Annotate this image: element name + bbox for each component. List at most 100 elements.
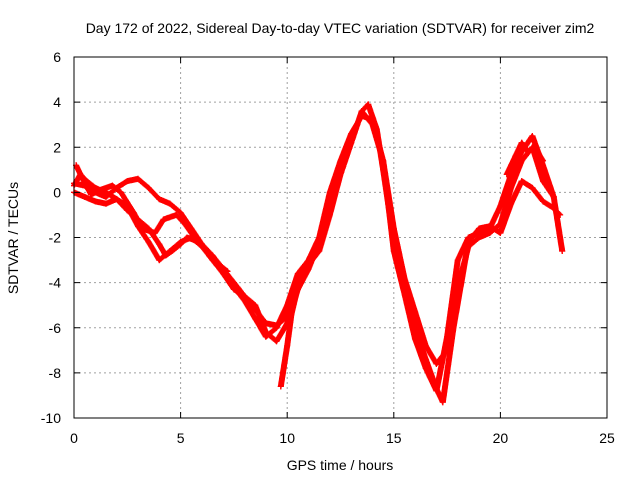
data-point — [439, 399, 446, 406]
data-point — [503, 171, 510, 178]
data-point — [380, 157, 387, 164]
data-point — [79, 175, 86, 182]
data-point — [273, 324, 280, 331]
data-point — [497, 229, 504, 236]
y-tick-label: 6 — [53, 49, 61, 65]
data-point — [134, 175, 141, 182]
data-point — [497, 202, 504, 209]
x-tick-label: 20 — [493, 430, 509, 446]
data-point — [476, 229, 483, 236]
data-point — [279, 369, 286, 376]
data-point — [113, 196, 120, 203]
x-axis-label: GPS time / hours — [287, 457, 394, 473]
data-point — [529, 184, 536, 191]
data-point — [139, 225, 146, 232]
data-point — [412, 336, 419, 343]
data-point — [166, 248, 173, 255]
data-point — [96, 187, 103, 194]
series-track-3 — [71, 108, 566, 394]
data-point — [433, 387, 440, 394]
data-point — [160, 216, 167, 223]
y-tick-label: 0 — [53, 184, 61, 200]
x-tick-label: 15 — [386, 430, 402, 446]
data-point — [145, 239, 152, 246]
data-point — [194, 239, 201, 246]
data-point — [284, 302, 291, 309]
series-markers — [73, 162, 231, 275]
data-point — [316, 239, 323, 246]
grid — [74, 57, 607, 418]
data-point — [540, 178, 547, 185]
data-point — [173, 211, 180, 218]
data-point — [277, 383, 284, 390]
data-point — [559, 248, 566, 255]
data-point — [92, 198, 99, 205]
data-point — [102, 200, 109, 207]
data-point — [177, 239, 184, 246]
x-tick-label: 5 — [177, 430, 185, 446]
data-point — [215, 261, 222, 268]
axis-ticks: 0 5 10 15 20 25 -10 -8 -6 -4 -2 0 2 4 6 — [41, 49, 615, 446]
chart-title: Day 172 of 2022, Sidereal Day-to-day VTE… — [86, 20, 595, 36]
data-point — [486, 225, 493, 232]
data-point — [444, 333, 451, 340]
series-track-4 — [73, 162, 231, 275]
data-point — [540, 198, 547, 205]
data-point — [531, 144, 538, 151]
data-point — [288, 311, 295, 318]
data-point — [130, 209, 137, 216]
x-tick-label: 0 — [70, 430, 78, 446]
data-point — [81, 193, 88, 200]
data-point — [117, 189, 124, 196]
data-point — [518, 178, 525, 185]
data-point — [203, 248, 210, 255]
y-tick-label: -2 — [49, 230, 62, 246]
y-tick-label: -6 — [49, 320, 62, 336]
series-markers — [71, 112, 557, 367]
series-track-2 — [71, 112, 557, 367]
data-point — [301, 266, 308, 273]
data-point — [156, 241, 163, 248]
data-point — [465, 234, 472, 241]
data-point — [220, 270, 227, 277]
data-point — [348, 139, 355, 146]
data-point — [109, 182, 116, 189]
data-point — [294, 284, 301, 291]
data-point — [540, 157, 547, 164]
x-tick-label: 25 — [599, 430, 615, 446]
data-point — [337, 171, 344, 178]
y-tick-label: -4 — [49, 275, 62, 291]
y-tick-label: -8 — [49, 365, 62, 381]
data-point — [508, 162, 515, 169]
data-point — [88, 191, 95, 198]
data-point — [401, 290, 408, 297]
y-tick-label: 2 — [53, 139, 61, 155]
data-point — [358, 108, 365, 115]
data-point — [422, 365, 429, 372]
data-point — [156, 196, 163, 203]
data-point — [433, 360, 440, 367]
data-layer — [71, 101, 566, 406]
data-point — [273, 338, 280, 345]
y-axis-label: SDTVAR / TECUs — [5, 182, 21, 294]
data-point — [241, 293, 248, 300]
data-point — [529, 132, 536, 139]
data-point — [525, 148, 532, 155]
data-point — [454, 257, 461, 264]
data-point — [550, 193, 557, 200]
data-point — [166, 200, 173, 207]
series-track-5 — [277, 266, 308, 390]
data-point — [390, 248, 397, 255]
y-tick-label: 4 — [53, 94, 61, 110]
series-markers — [71, 108, 566, 394]
data-point — [252, 315, 259, 322]
data-point — [422, 342, 429, 349]
data-point — [145, 184, 152, 191]
data-point — [412, 308, 419, 315]
data-point — [177, 209, 184, 216]
data-point — [156, 257, 163, 264]
data-point — [152, 229, 159, 236]
x-tick-label: 10 — [279, 430, 295, 446]
data-point — [262, 329, 269, 336]
